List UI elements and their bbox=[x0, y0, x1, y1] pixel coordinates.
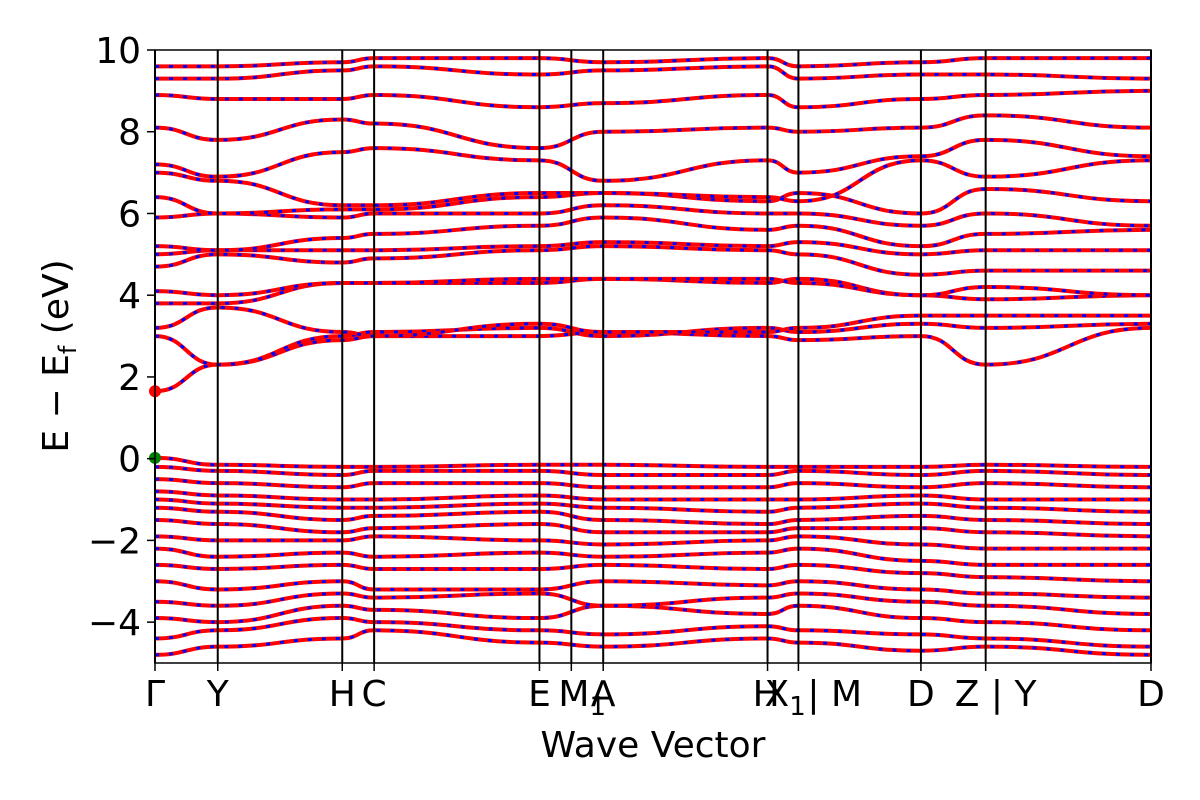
band-line-27 bbox=[155, 113, 1151, 151]
band-overlay-5 bbox=[155, 563, 1151, 583]
x-axis-title: Wave Vector bbox=[541, 725, 766, 766]
bands-group bbox=[155, 56, 1151, 657]
band-line-14 bbox=[155, 455, 1151, 469]
plot-frame bbox=[154, 49, 1152, 664]
x-tick-label-9: | M bbox=[807, 674, 862, 715]
y-axis-title: E − Ef (eV) bbox=[36, 259, 82, 452]
y-tick-label-7: 10 bbox=[95, 31, 141, 72]
band-overlay-0 bbox=[155, 628, 1151, 657]
band-line-29 bbox=[155, 64, 1151, 81]
x-tick-label-2: H bbox=[329, 674, 356, 715]
band-line-6 bbox=[155, 546, 1151, 567]
x-tick-label-6: A bbox=[591, 674, 616, 715]
band-line-19 bbox=[155, 276, 1151, 298]
band-overlay-10 bbox=[155, 498, 1151, 514]
y-axis-title-sub: f bbox=[54, 345, 82, 354]
band-overlay-1 bbox=[155, 616, 1151, 649]
x-tick-label-5: M1 bbox=[558, 674, 606, 722]
x-tick-label-4: E bbox=[528, 674, 551, 715]
y-tick-label-2: 0 bbox=[118, 440, 141, 481]
x-tick-label-8: X1 bbox=[765, 674, 806, 722]
x-tick-label-10: D bbox=[907, 674, 935, 715]
band-overlay-16 bbox=[155, 322, 1151, 367]
y-tick-label-6: 8 bbox=[118, 113, 141, 154]
band-line-21 bbox=[155, 240, 1151, 257]
band-overlay-30 bbox=[155, 56, 1151, 68]
band-overlay-23 bbox=[155, 203, 1151, 228]
band-overlay-28 bbox=[155, 89, 1151, 109]
y-tick-label-0: −4 bbox=[88, 603, 141, 644]
band-overlay-20 bbox=[155, 244, 1151, 277]
band-overlay-13 bbox=[155, 465, 1151, 477]
y-tick-label-5: 6 bbox=[118, 194, 141, 235]
y-axis-title-unit: (eV) bbox=[36, 259, 77, 345]
band-overlay-26 bbox=[155, 138, 1151, 183]
band-overlay-22 bbox=[155, 216, 1151, 252]
x-tick-label-11: Z | Y bbox=[955, 674, 1038, 715]
y-tick-label-1: −2 bbox=[88, 521, 141, 562]
x-tick-label-1: Y bbox=[206, 674, 230, 715]
band-line-11 bbox=[155, 489, 1151, 502]
y-tick-label-3: 2 bbox=[118, 358, 141, 399]
band-overlay-2 bbox=[155, 604, 1151, 632]
band-overlay-8 bbox=[155, 518, 1151, 538]
band-overlay-25 bbox=[155, 158, 1151, 207]
band-overlay-12 bbox=[155, 477, 1151, 489]
y-axis-ticks: −4 −2 0 2 4 6 8 10 bbox=[88, 31, 155, 644]
band-overlay-9 bbox=[155, 506, 1151, 526]
x-tick-label-3: C bbox=[362, 674, 387, 715]
x-tick-label-7: H bbox=[753, 674, 780, 715]
x-tick-label-12: D bbox=[1137, 674, 1165, 715]
x-tick-label-0: Γ bbox=[145, 674, 165, 715]
y-tick-label-4: 4 bbox=[118, 276, 141, 317]
band-overlay-3 bbox=[155, 592, 1151, 616]
band-line-7 bbox=[155, 534, 1151, 551]
band-overlay-4 bbox=[155, 579, 1151, 600]
y-axis-title-main: E − E bbox=[36, 354, 77, 453]
